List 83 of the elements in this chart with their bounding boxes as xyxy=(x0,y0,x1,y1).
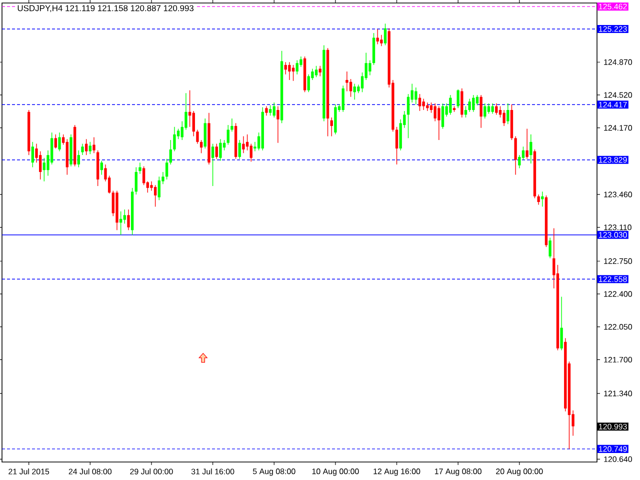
candlestick xyxy=(395,126,398,165)
candlestick xyxy=(384,23,387,46)
candlestick xyxy=(230,118,234,132)
candlestick xyxy=(484,103,486,119)
candlestick xyxy=(502,110,506,126)
candlestick xyxy=(330,117,333,137)
candlestick xyxy=(169,140,172,165)
candlestick xyxy=(548,237,552,259)
candlestick xyxy=(173,126,176,152)
candlestick xyxy=(487,103,490,114)
candlestick xyxy=(242,136,245,154)
candlestick xyxy=(491,103,494,114)
candlestick xyxy=(54,134,57,149)
candlestick xyxy=(165,158,168,180)
candlestick xyxy=(288,62,291,80)
candlestick xyxy=(268,104,272,116)
candlestick xyxy=(196,129,199,144)
candlestick xyxy=(434,103,436,122)
candlestick xyxy=(92,136,96,154)
candlestick xyxy=(84,138,88,156)
candlestick xyxy=(226,124,230,146)
candlestick xyxy=(480,94,482,128)
candlestick xyxy=(58,132,61,152)
candlestick xyxy=(138,162,142,174)
candlestick xyxy=(77,150,80,168)
candlestick xyxy=(456,89,460,108)
chart-title: USDJPY,H4 121.119 121.158 120.887 120.993 xyxy=(18,5,194,12)
candlestick xyxy=(495,103,498,116)
candlestick xyxy=(526,128,528,160)
candlestick xyxy=(276,106,280,144)
candlestick xyxy=(204,118,206,149)
candlestick xyxy=(154,184,157,208)
candlestick xyxy=(537,194,540,206)
candlestick xyxy=(272,102,276,118)
candlestick xyxy=(81,143,84,156)
candlestick xyxy=(514,136,517,176)
candlestick xyxy=(238,140,241,160)
candlestick xyxy=(219,138,222,162)
candlestick xyxy=(158,176,160,200)
candlestick xyxy=(38,150,42,180)
candlestick xyxy=(438,106,440,140)
candlestick xyxy=(422,98,425,110)
candlestick xyxy=(472,94,475,112)
candlestick xyxy=(353,83,356,100)
candlestick xyxy=(150,180,153,192)
candlestick xyxy=(300,56,302,68)
candlestick xyxy=(100,160,103,176)
candlestick xyxy=(318,66,322,77)
candlestick xyxy=(518,154,521,169)
candlestick xyxy=(449,94,452,116)
candlestick xyxy=(250,143,252,162)
candlestick xyxy=(307,74,310,93)
candlestick xyxy=(368,60,372,76)
candlestick xyxy=(376,28,379,45)
candlestick xyxy=(123,209,126,224)
candlestick xyxy=(414,87,418,105)
candlestick xyxy=(142,166,146,186)
candlestick xyxy=(31,142,34,168)
candlestick xyxy=(314,66,318,78)
candlestick xyxy=(406,94,410,139)
candlestick xyxy=(211,143,214,186)
candlestick xyxy=(296,60,298,75)
candlestick xyxy=(468,98,471,112)
candlestick xyxy=(192,110,195,137)
candlestick xyxy=(265,106,268,116)
candlestick xyxy=(380,34,383,47)
candlestick xyxy=(460,88,464,118)
candlestick xyxy=(134,166,138,195)
candlestick xyxy=(476,94,479,106)
candlestick xyxy=(284,62,287,75)
candlestick xyxy=(88,142,92,154)
candlestick xyxy=(342,85,344,112)
candlestick xyxy=(346,71,348,92)
candlestick xyxy=(200,140,203,154)
candlestick xyxy=(464,106,468,118)
candlestick xyxy=(441,103,444,130)
candlestick xyxy=(426,102,429,112)
candlestick xyxy=(506,103,510,124)
candlestick xyxy=(215,143,218,160)
candlestick xyxy=(42,158,46,182)
candlestick xyxy=(530,134,532,164)
candlestick xyxy=(127,209,130,230)
candlestick xyxy=(560,296,563,351)
